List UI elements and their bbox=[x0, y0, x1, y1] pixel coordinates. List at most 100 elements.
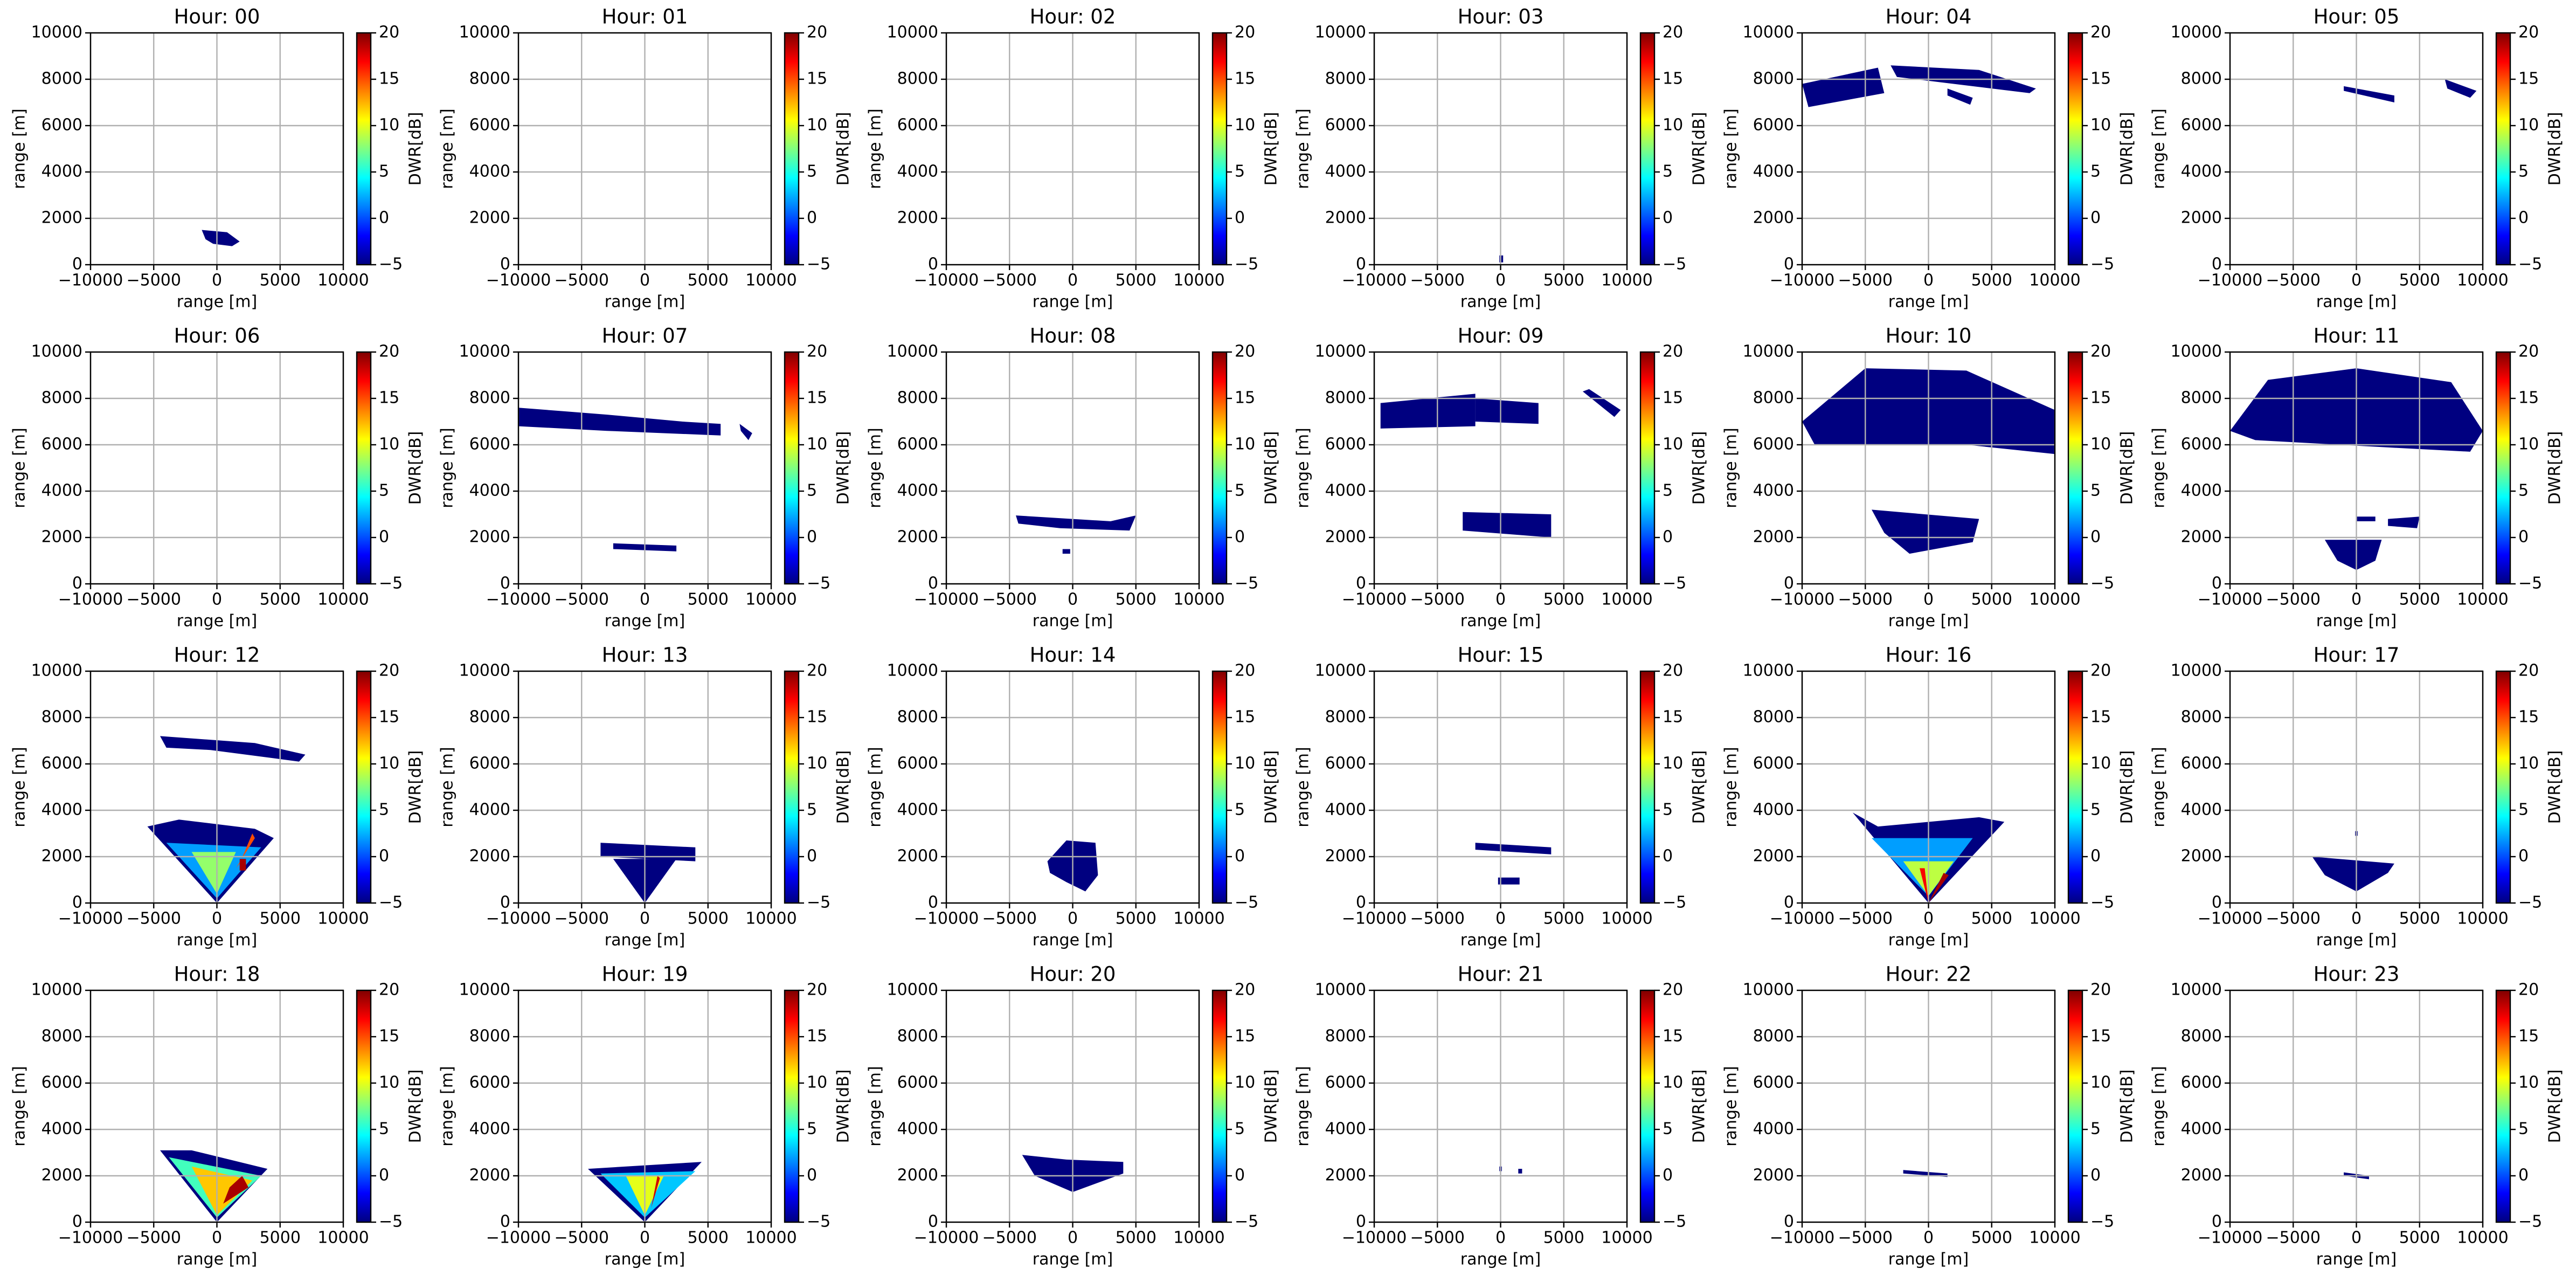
x-tick-label: 5000 bbox=[1543, 271, 1584, 290]
y-tick-label: 8000 bbox=[41, 70, 82, 88]
x-tick-label: 5000 bbox=[688, 1229, 729, 1247]
x-tick-label: 10000 bbox=[2029, 909, 2080, 928]
x-tick-label: 5000 bbox=[688, 909, 729, 928]
colorbar-tick-label: 0 bbox=[2518, 1166, 2529, 1185]
x-tick-label: 0 bbox=[212, 1229, 222, 1247]
colorbar bbox=[2495, 989, 2511, 1223]
x-axis-label: range [m] bbox=[2316, 293, 2397, 312]
colorbar-tick-label: 20 bbox=[379, 23, 399, 42]
y-tick-label: 0 bbox=[500, 1212, 510, 1231]
y-tick-label: 6000 bbox=[897, 754, 938, 773]
x-tick-label: 0 bbox=[1923, 271, 1934, 290]
y-tick-label: 10000 bbox=[2171, 661, 2222, 680]
x-tick-label: 0 bbox=[1068, 271, 1078, 290]
colorbar-tick-label: 20 bbox=[1235, 661, 1255, 680]
colorbar-tick-label: 15 bbox=[807, 389, 827, 408]
y-tick-label: 0 bbox=[928, 893, 938, 912]
x-tick-label: −5000 bbox=[982, 909, 1037, 928]
panel: −10000 −5000 0 5000 10000 0 2000 4000 6000 8000 10… bbox=[866, 325, 1281, 631]
y-tick-label: 2000 bbox=[1325, 847, 1366, 866]
x-tick-label: 10000 bbox=[1601, 590, 1652, 609]
x-tick-label: −5000 bbox=[555, 271, 609, 290]
y-tick-label: 0 bbox=[500, 255, 510, 274]
y-axis-label: range [m] bbox=[1294, 108, 1313, 189]
colorbar-tick-label: 15 bbox=[2090, 389, 2111, 408]
panel: −10000 −5000 0 5000 10000 0 2000 4000 6000 8000 10… bbox=[1722, 5, 2137, 312]
colorbar-tick-label: 5 bbox=[1663, 801, 1673, 819]
y-tick-label: 0 bbox=[72, 1212, 82, 1231]
panel: −10000 −5000 0 5000 10000 0 2000 4000 6000 8000 10… bbox=[866, 5, 1281, 312]
colorbar-tick-label: −5 bbox=[2090, 1212, 2114, 1231]
colorbar-label: DWR[dB] bbox=[406, 431, 425, 505]
x-tick-label: 5000 bbox=[688, 590, 729, 609]
dwr-region bbox=[2388, 516, 2420, 528]
colorbar-tick-label: 20 bbox=[2518, 981, 2539, 1000]
y-tick-label: 0 bbox=[2212, 893, 2222, 912]
colorbar-tick-label: 5 bbox=[1235, 162, 1245, 181]
colorbar-tick-label: 0 bbox=[1235, 847, 1245, 866]
colorbar-tick-label: −5 bbox=[1663, 255, 1686, 274]
axes-frame bbox=[517, 670, 772, 904]
x-tick-label: 5000 bbox=[1116, 271, 1157, 290]
colorbar-tick-label: −5 bbox=[379, 574, 403, 593]
x-tick-label: 5000 bbox=[2399, 590, 2440, 609]
y-tick-label: 4000 bbox=[897, 801, 938, 819]
y-tick-label: 8000 bbox=[41, 389, 82, 408]
colorbar bbox=[1211, 32, 1228, 266]
colorbar bbox=[1211, 670, 1228, 904]
x-tick-label: 0 bbox=[640, 909, 650, 928]
y-tick-label: 4000 bbox=[897, 1120, 938, 1139]
x-tick-label: 0 bbox=[1923, 590, 1934, 609]
y-tick-label: 6000 bbox=[1753, 1073, 1794, 1092]
x-axis-label: range [m] bbox=[177, 931, 257, 950]
axes-frame bbox=[89, 32, 344, 266]
colorbar-tick-label: 10 bbox=[807, 1073, 827, 1092]
colorbar-tick-label: 15 bbox=[2518, 708, 2539, 727]
y-tick-label: 4000 bbox=[469, 801, 510, 819]
colorbar-tick-label: 15 bbox=[807, 1027, 827, 1046]
x-tick-label: 0 bbox=[212, 909, 222, 928]
y-tick-label: 4000 bbox=[897, 481, 938, 500]
colorbar-tick-label: 0 bbox=[807, 1166, 817, 1185]
y-tick-label: 8000 bbox=[41, 1027, 82, 1046]
y-tick-label: 8000 bbox=[469, 389, 510, 408]
panel: −10000 −5000 0 5000 10000 0 2000 4000 6000 8000 10… bbox=[10, 325, 425, 631]
x-tick-label: 5000 bbox=[1971, 1229, 2012, 1247]
panel: −10000 −5000 0 5000 10000 0 2000 4000 6000 8000 10… bbox=[1722, 644, 2137, 950]
x-axis-label: range [m] bbox=[605, 931, 685, 950]
y-tick-label: 10000 bbox=[2171, 981, 2222, 1000]
y-tick-label: 2000 bbox=[1753, 1166, 1794, 1185]
colorbar-tick-label: −5 bbox=[2518, 255, 2542, 274]
dwr-region bbox=[1582, 389, 1621, 417]
x-tick-label: 5000 bbox=[1971, 590, 2012, 609]
panel-title: Hour: 08 bbox=[1030, 325, 1116, 348]
dwr-region bbox=[202, 230, 240, 246]
x-axis-label: range [m] bbox=[1460, 612, 1541, 631]
x-tick-label: −10000 bbox=[2198, 271, 2263, 290]
colorbar-tick-label: −5 bbox=[807, 574, 830, 593]
y-tick-label: 10000 bbox=[2171, 342, 2222, 361]
x-tick-label: 0 bbox=[1495, 271, 1506, 290]
colorbar-tick-label: 10 bbox=[1235, 1073, 1255, 1092]
x-tick-label: 5000 bbox=[260, 1229, 301, 1247]
y-tick-label: 4000 bbox=[1753, 162, 1794, 181]
y-tick-label: 4000 bbox=[2181, 481, 2222, 500]
y-tick-label: 8000 bbox=[469, 70, 510, 88]
axes-frame bbox=[89, 989, 344, 1223]
y-tick-label: 8000 bbox=[1325, 389, 1366, 408]
y-tick-label: 2000 bbox=[897, 847, 938, 866]
y-tick-label: 2000 bbox=[469, 209, 510, 228]
colorbar-tick-label: 15 bbox=[1663, 389, 1683, 408]
colorbar-tick-label: 0 bbox=[2090, 1166, 2101, 1185]
x-axis-label: range [m] bbox=[1460, 931, 1541, 950]
x-tick-label: −5000 bbox=[982, 590, 1037, 609]
y-tick-label: 10000 bbox=[887, 661, 938, 680]
colorbar-tick-label: 15 bbox=[2090, 1027, 2111, 1046]
colorbar-tick-label: 20 bbox=[2090, 981, 2111, 1000]
x-axis-label: range [m] bbox=[2316, 1250, 2397, 1269]
x-tick-label: −5000 bbox=[127, 271, 181, 290]
colorbar-label: DWR[dB] bbox=[1690, 431, 1709, 505]
colorbar-tick-label: 5 bbox=[1663, 1120, 1673, 1139]
y-axis-label: range [m] bbox=[2150, 428, 2169, 508]
x-tick-label: 10000 bbox=[745, 1229, 797, 1247]
